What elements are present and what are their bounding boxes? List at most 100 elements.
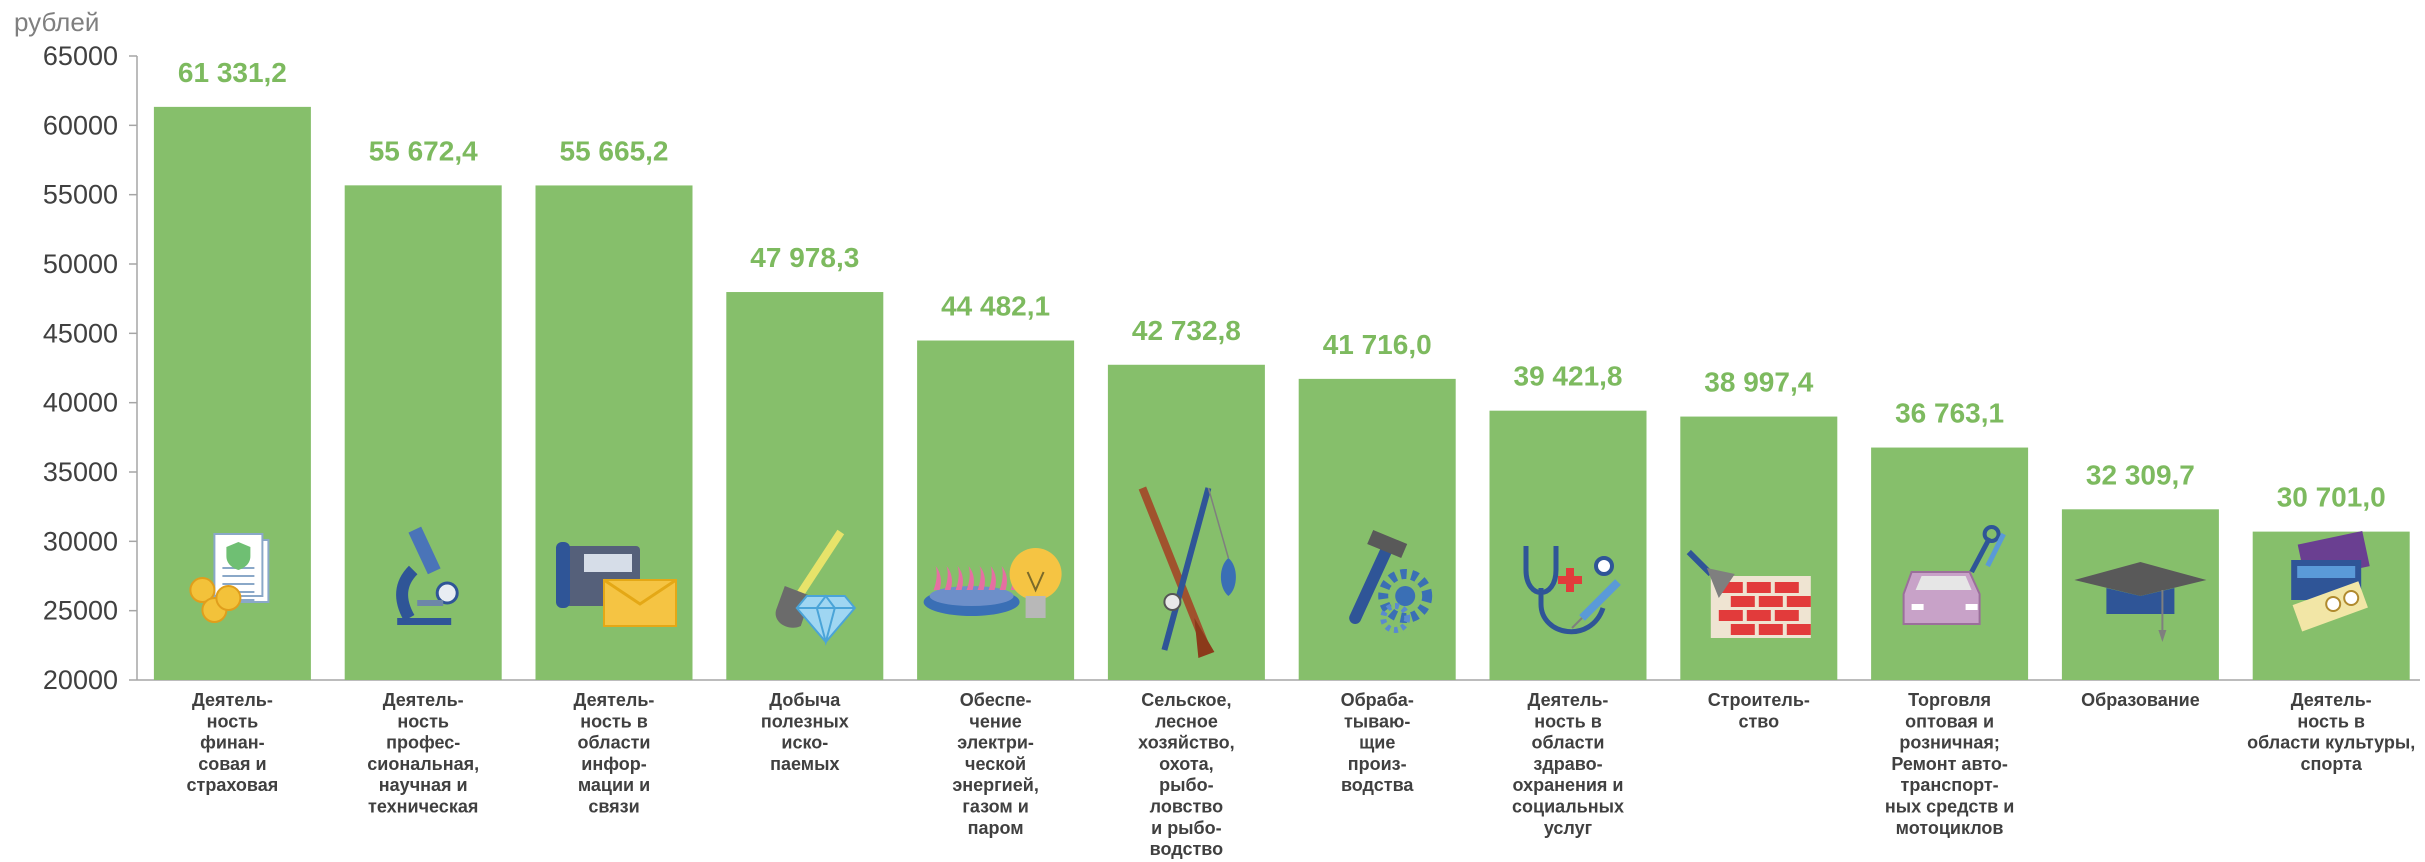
y-tick-label: 35000	[43, 457, 118, 487]
category-label-line: научная и	[379, 775, 468, 795]
category-label-line: чение	[969, 711, 1021, 731]
finance-document-coins-icon	[189, 533, 270, 623]
bar	[1680, 416, 1838, 680]
category-label-line: ность в	[580, 711, 648, 731]
category-label: Строитель-ство	[1708, 690, 1810, 731]
category-label-line: тываю-	[1344, 711, 1410, 731]
category-label-line: инфор-	[581, 754, 646, 774]
shovel-diamond-icon	[775, 529, 857, 646]
category-label: Обеспе-чение электри-ческой энергией, газом…	[952, 690, 1038, 838]
category-label-line: финан-	[200, 733, 265, 753]
category-label: Деятель-ность финан-совая и страховая	[187, 690, 279, 795]
category-label-line: газом и	[962, 797, 1028, 817]
category-label-line: профес-	[386, 733, 460, 753]
value-label: 47 978,3	[750, 242, 859, 273]
value-label: 32 309,7	[2086, 459, 2195, 490]
category-label-line: ность	[397, 711, 449, 731]
bars	[153, 106, 2410, 680]
category-label-line: Ремонт авто-	[1891, 754, 2008, 774]
y-tick-label: 30000	[43, 526, 118, 556]
category-label-line: лесное	[1155, 711, 1218, 731]
category-label-line: спорта	[2300, 754, 2362, 774]
y-tick-label: 20000	[43, 665, 118, 695]
value-label: 42 732,8	[1132, 315, 1241, 346]
value-label: 38 997,4	[1704, 367, 1813, 398]
category-label-line: ность в	[1534, 711, 1602, 731]
value-label: 55 665,2	[560, 135, 669, 166]
bar	[1298, 378, 1456, 680]
category-label-line: ство	[1738, 711, 1779, 731]
category-label-line: Деятель-	[2291, 690, 2372, 710]
y-tick-label: 45000	[43, 318, 118, 348]
value-label: 30 701,0	[2277, 482, 2386, 513]
category-labels: Деятель-ность финан-совая и страховаяДеяте…	[187, 690, 2416, 859]
y-tick-label: 50000	[43, 249, 118, 279]
bar	[1871, 447, 2029, 680]
value-label: 36 763,1	[1895, 398, 2004, 429]
category-label: Добыча полезных иско-паемых	[761, 690, 849, 774]
category-label: Образование	[2081, 690, 2200, 710]
value-label: 44 482,1	[941, 291, 1050, 322]
microscope-icon	[396, 526, 459, 625]
car-wrench-icon	[1902, 525, 2006, 625]
bar	[344, 185, 502, 680]
category-label: Деятель-ность в области культуры, спорта	[2247, 690, 2415, 774]
category-label-line: рыбо-	[1159, 775, 1213, 795]
category-label-line: щие	[1359, 733, 1395, 753]
category-label-line: паемых	[770, 754, 839, 774]
category-label-line: мотоциклов	[1896, 818, 2004, 838]
category-label-line: социальных	[1512, 797, 1624, 817]
category-label-line: мации и	[578, 775, 650, 795]
category-label-line: и рыбо-	[1151, 818, 1222, 838]
phone-envelope-icon	[556, 542, 677, 627]
value-labels: 61 331,2 55 672,4 55 665,2 47 978,3 44 482,1…	[178, 57, 2386, 513]
value-label: 39 421,8	[1514, 361, 1623, 392]
category-label-line: Деятель-	[1528, 690, 1609, 710]
category-label-line: ловство	[1150, 797, 1223, 817]
category-label-line: Образование	[2081, 690, 2200, 710]
trowel-bricks-icon	[1686, 549, 1811, 638]
stethoscope-syringe-icon	[1523, 546, 1621, 635]
category-label: Сельское, лесное хозяйство, охота, рыбо-ловс…	[1138, 690, 1235, 859]
category-label-line: области	[1531, 733, 1604, 753]
category-label-line: связи	[588, 797, 639, 817]
category-label-line: хозяйство,	[1138, 733, 1235, 753]
category-label-line: паром	[968, 818, 1024, 838]
value-label: 55 672,4	[369, 135, 478, 166]
category-label-line: Деятель-	[574, 690, 655, 710]
bar	[1107, 364, 1265, 680]
category-label-line: сиональная,	[367, 754, 479, 774]
category-label-line: охота,	[1159, 754, 1213, 774]
graduation-cap-icon	[2074, 562, 2207, 642]
category-label-line: ность в	[2297, 711, 2365, 731]
category-label-line: энергией,	[952, 775, 1038, 795]
y-tick-label: 65000	[43, 41, 118, 71]
category-label-line: Обеспе-	[960, 690, 1032, 710]
category-label-line: ность	[207, 711, 259, 731]
category-label-line: Деятель-	[192, 690, 273, 710]
category-label-line: области культуры,	[2247, 733, 2415, 753]
value-label: 61 331,2	[178, 57, 287, 88]
bar-icons	[189, 486, 2370, 658]
category-label-line: Деятель-	[383, 690, 464, 710]
value-label: 41 716,0	[1323, 329, 1432, 360]
category-label-line: Строитель-	[1708, 690, 1810, 710]
y-tick-label: 55000	[43, 180, 118, 210]
category-label-line: Сельское,	[1141, 690, 1231, 710]
category-label: Торговля оптовая и розничная; Ремонт авто-т…	[1885, 690, 2014, 838]
category-label-line: розничная;	[1899, 733, 1999, 753]
y-axis-unit-label: рублей	[14, 7, 99, 37]
category-label-line: произ-	[1348, 754, 1407, 774]
category-label: Деятель-ность профес-сиональная, научная и…	[367, 690, 479, 817]
category-label-line: ческой	[965, 754, 1026, 774]
bar	[1489, 410, 1647, 680]
category-label-line: водство	[1150, 839, 1223, 859]
category-label-line: техническая	[368, 797, 478, 817]
bar	[726, 292, 884, 680]
category-label-line: Обраба-	[1341, 690, 1414, 710]
category-label-line: здраво-	[1533, 754, 1602, 774]
category-label-line: транспорт-	[1901, 775, 1999, 795]
y-tick-label: 60000	[43, 110, 118, 140]
category-label-line: совая и	[198, 754, 266, 774]
y-tick-label: 40000	[43, 388, 118, 418]
